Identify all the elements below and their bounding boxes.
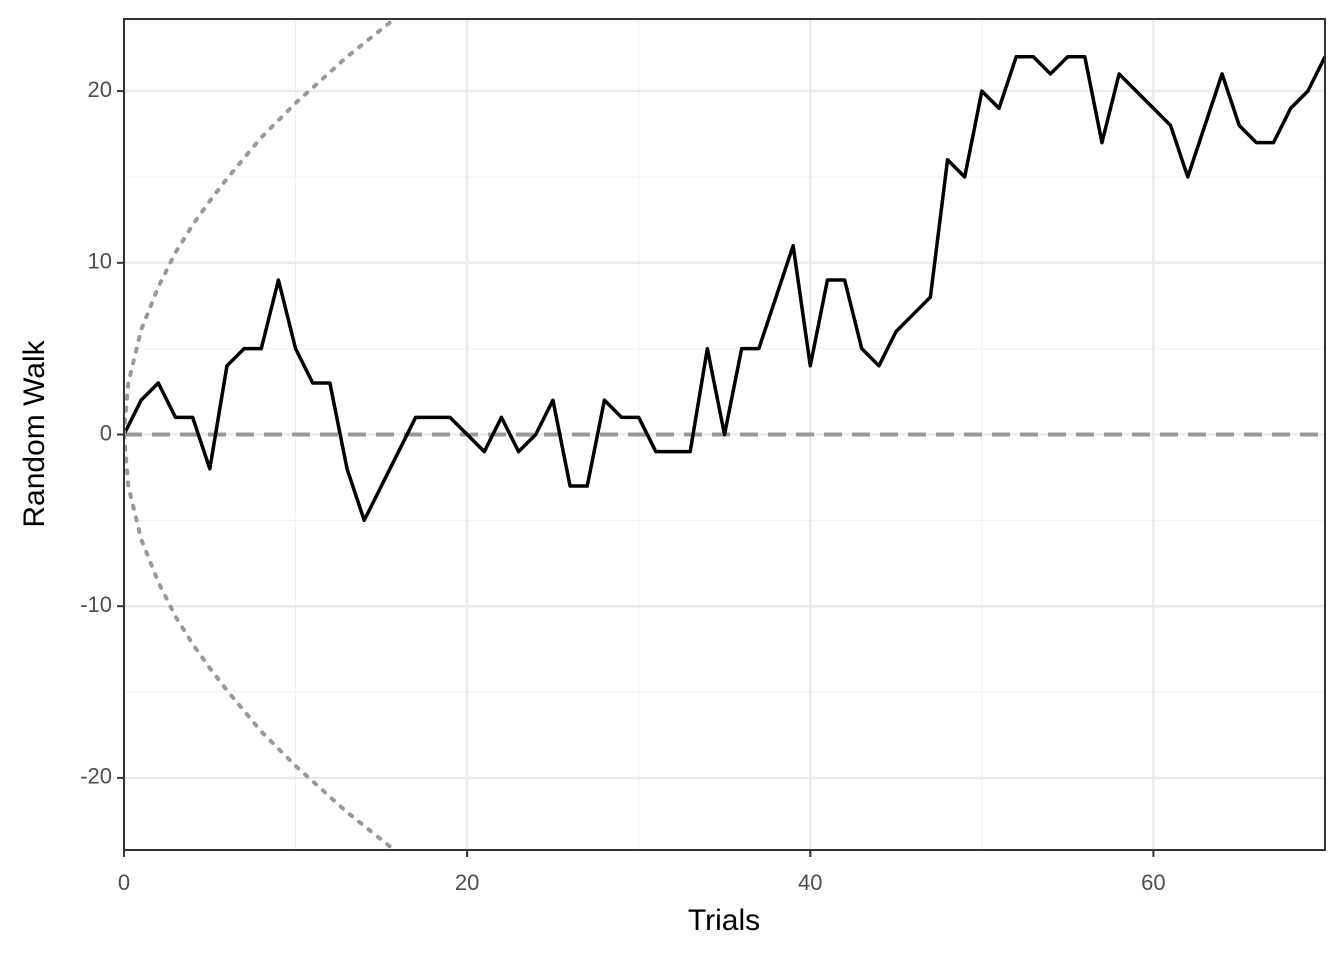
- walk-line: [124, 55, 1325, 523]
- bound-curve: [124, 19, 398, 437]
- y-axis-title: Random Walk: [18, 339, 51, 527]
- x-axis-title: Trials: [688, 904, 760, 937]
- y-tick-label: 10: [88, 249, 112, 274]
- plot-area: [124, 19, 1325, 850]
- x-tick-label: 0: [118, 870, 130, 895]
- x-tick-label: 60: [1141, 870, 1165, 895]
- bound-curve: [124, 432, 398, 850]
- x-tick-label: 40: [798, 870, 822, 895]
- y-tick-label: 20: [88, 77, 112, 102]
- panel-border: [123, 18, 1326, 851]
- y-tick-label: -10: [80, 592, 112, 617]
- y-tick-label: -20: [80, 764, 112, 789]
- y-tick-label: 0: [100, 420, 112, 445]
- x-tick-label: 20: [455, 870, 479, 895]
